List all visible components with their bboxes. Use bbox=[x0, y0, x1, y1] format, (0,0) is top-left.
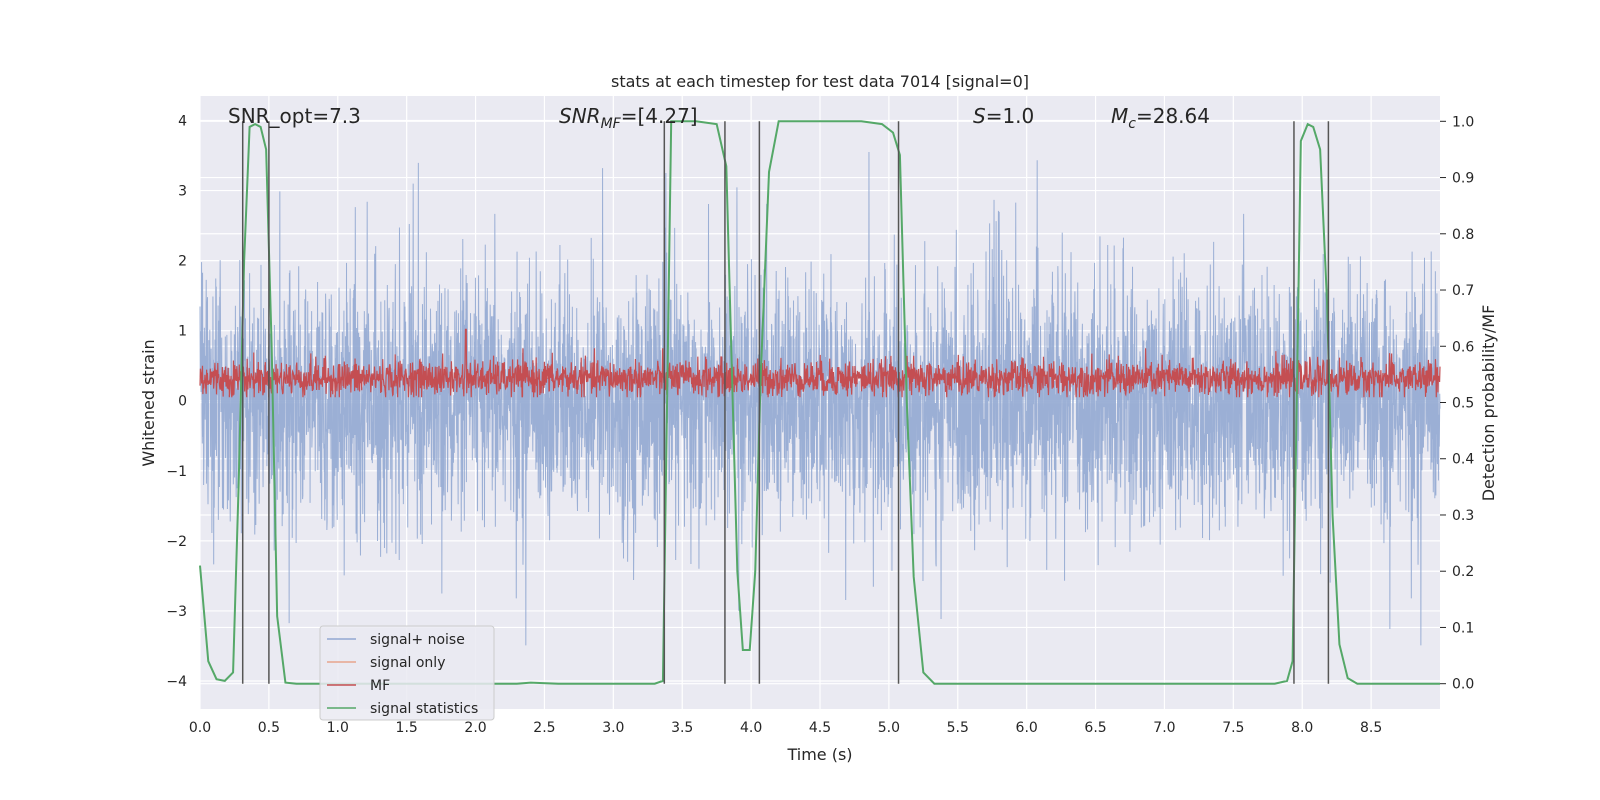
signal-statistics-line bbox=[199, 120, 1440, 685]
chart-title: stats at each timestep for test data 701… bbox=[611, 72, 1029, 91]
legend: signal+ noise signal only MF signal stat… bbox=[319, 625, 495, 721]
legend-label-signal-noise: signal+ noise bbox=[370, 632, 465, 648]
y2-tick-label: 0.7 bbox=[1452, 283, 1474, 299]
x-tick-label: 1.0 bbox=[327, 720, 349, 736]
annotation-mc-subscript: c bbox=[1128, 116, 1136, 132]
x-tick-label: 3.0 bbox=[602, 720, 624, 736]
legend-label-signal-statistics: signal statistics bbox=[370, 701, 478, 717]
annotation-snr-mf-subscript: MF bbox=[601, 116, 622, 132]
y-tick-label: −3 bbox=[166, 604, 187, 620]
x-tick-label: 4.5 bbox=[809, 720, 831, 736]
y2-tick-label: 0.0 bbox=[1452, 677, 1474, 693]
annotation-snr-mf: SNRMF=[4.27] bbox=[559, 104, 698, 132]
signal-noise-line bbox=[199, 152, 1441, 646]
x-tick-label: 2.0 bbox=[464, 720, 486, 736]
y2-tick-label: 0.4 bbox=[1452, 452, 1474, 468]
y-tick-label: −4 bbox=[166, 674, 187, 690]
x-tick-label: 5.5 bbox=[947, 720, 969, 736]
y-tick-label: −2 bbox=[166, 534, 187, 550]
legend-box bbox=[319, 625, 495, 721]
annotation-s-value: =1.0 bbox=[986, 104, 1035, 128]
y-tick-label: 2 bbox=[178, 254, 187, 270]
x-tick-label: 6.0 bbox=[1016, 720, 1038, 736]
y2-tick-label: 0.5 bbox=[1452, 396, 1474, 412]
x-tick-label: 4.0 bbox=[740, 720, 762, 736]
x-tick-label: 6.5 bbox=[1084, 720, 1106, 736]
annotation-s-symbol: S bbox=[973, 104, 986, 128]
x-axis-label: Time (s) bbox=[786, 745, 852, 764]
y2-axis-label: Detection probability/MF bbox=[1479, 305, 1498, 502]
y2-tick-label: 0.1 bbox=[1452, 620, 1474, 636]
annotation-mc-value: =28.64 bbox=[1136, 104, 1210, 128]
mf-line bbox=[199, 328, 1441, 398]
annotation-mc-symbol: M bbox=[1111, 104, 1128, 128]
x-tick-label: 8.5 bbox=[1360, 720, 1382, 736]
x-tick-label: 3.5 bbox=[671, 720, 693, 736]
y2-tick-label: 0.8 bbox=[1452, 227, 1474, 243]
signal-noise-series bbox=[199, 152, 1441, 646]
y-tick-label: 0 bbox=[178, 394, 187, 410]
x-tick-label: 0.5 bbox=[258, 720, 280, 736]
axes-ticks: 0.0 0.5 1.0 1.5 2.0 2.5 3.0 3.5 4.0 4.5 5.0 5.5 6.0 6… bbox=[166, 114, 1474, 736]
x-tick-label: 2.5 bbox=[533, 720, 555, 736]
legend-label-mf: MF bbox=[370, 678, 390, 694]
x-tick-label: 8.0 bbox=[1291, 720, 1313, 736]
y-tick-label: 1 bbox=[178, 324, 187, 340]
y-tick-label: 3 bbox=[178, 184, 187, 200]
x-tick-label: 7.5 bbox=[1222, 720, 1244, 736]
y2-tick-label: 0.3 bbox=[1452, 508, 1474, 524]
x-tick-label: 0.0 bbox=[189, 720, 211, 736]
x-tick-label: 1.5 bbox=[396, 720, 418, 736]
signal-statistics-series bbox=[199, 120, 1440, 685]
x-tick-label: 7.0 bbox=[1153, 720, 1175, 736]
annotation-snr-opt: SNR_opt=7.3 bbox=[228, 104, 361, 128]
x-tick-label: 5.0 bbox=[878, 720, 900, 736]
annotation-mc: Mc=28.64 bbox=[1111, 104, 1210, 132]
y2-tick-label: 0.6 bbox=[1452, 339, 1474, 355]
mf-series bbox=[199, 328, 1441, 398]
y2-tick-label: 0.9 bbox=[1452, 171, 1474, 187]
y-tick-label: 4 bbox=[178, 114, 187, 130]
annotation-s: S=1.0 bbox=[973, 104, 1034, 128]
y2-tick-label: 1.0 bbox=[1452, 114, 1474, 130]
y-axis-label: Whitened strain bbox=[139, 339, 158, 466]
detection-markers bbox=[241, 121, 1330, 684]
annotation-snr-mf-value: =[4.27] bbox=[621, 104, 698, 128]
legend-label-signal-only: signal only bbox=[370, 655, 445, 671]
annotation-snr-mf-symbol: SNR bbox=[559, 104, 601, 128]
y2-tick-label: 0.2 bbox=[1452, 564, 1474, 580]
y-tick-label: −1 bbox=[166, 464, 187, 480]
